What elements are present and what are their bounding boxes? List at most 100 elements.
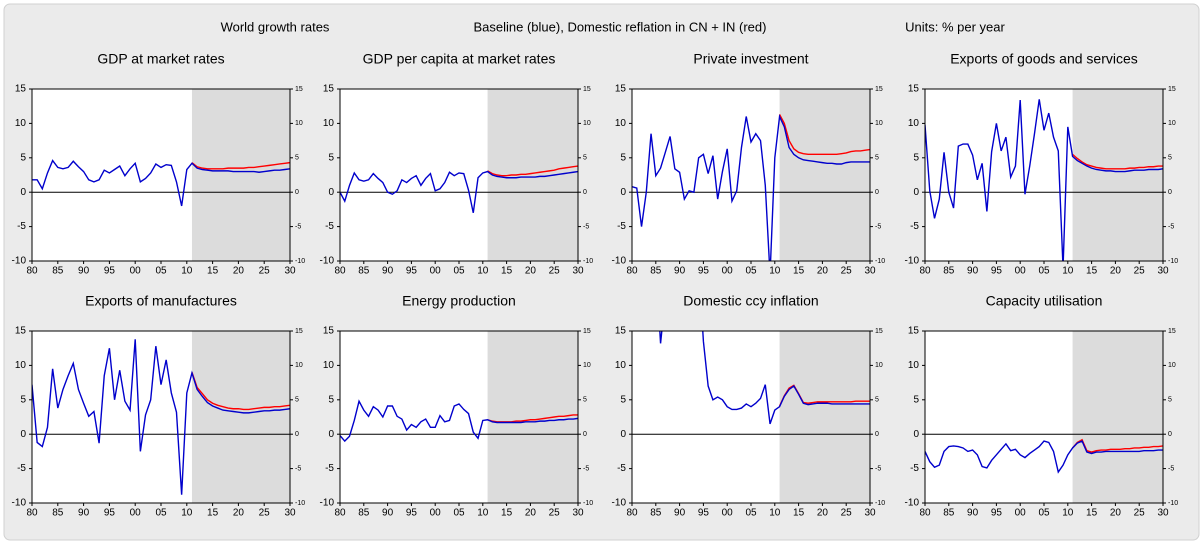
y2-tick-label: -5 (875, 223, 881, 230)
x-tick-label: 00 (130, 508, 142, 519)
y2-tick-label: -5 (583, 223, 589, 230)
forecast-shade (191, 331, 290, 503)
x-tick-label: 00 (130, 266, 142, 277)
y2-tick-label: 5 (1168, 155, 1172, 162)
y2-tick-label: 10 (295, 362, 303, 369)
series-line (340, 170, 578, 213)
chart-title: Capacity utilisation (986, 293, 1103, 309)
x-tick-label: 25 (1134, 266, 1146, 277)
x-tick-label: 90 (382, 266, 394, 277)
x-tick-label: 20 (233, 266, 245, 277)
series-line (340, 399, 578, 443)
y2-tick-label: -10 (1168, 258, 1178, 265)
y-tick-label: 15 (15, 326, 27, 337)
y2-tick-label: 0 (875, 189, 879, 196)
x-tick-label: 25 (1134, 508, 1146, 519)
header-units: Units: % per year (905, 19, 1005, 34)
y2-tick-label: 15 (295, 328, 303, 335)
y-tick-label: -10 (905, 256, 920, 267)
x-tick-label: 80 (626, 266, 638, 277)
x-tick-label: 30 (1157, 508, 1169, 519)
y-tick-label: 0 (20, 429, 26, 440)
x-tick-label: 90 (674, 508, 686, 519)
x-tick-label: 85 (650, 508, 662, 519)
x-tick-label: 80 (26, 266, 38, 277)
x-tick-label: 90 (967, 508, 979, 519)
y-tick-label: 10 (615, 118, 627, 129)
x-tick-label: 90 (674, 266, 686, 277)
y2-tick-label: 15 (875, 86, 883, 93)
forecast-shade (779, 89, 870, 261)
y-tick-label: -5 (617, 463, 626, 474)
x-tick-label: 10 (181, 266, 193, 277)
y2-tick-label: 0 (1168, 431, 1172, 438)
x-tick-label: 00 (722, 266, 734, 277)
x-tick-label: 10 (477, 508, 489, 519)
y-tick-label: -5 (617, 221, 626, 232)
series-line (632, 113, 870, 261)
y-tick-label: 10 (615, 360, 627, 371)
y2-tick-label: -5 (295, 223, 301, 230)
y2-tick-label: -5 (1168, 223, 1174, 230)
y2-tick-label: -10 (295, 500, 305, 507)
x-tick-label: 85 (943, 508, 955, 519)
y2-tick-label: 15 (1168, 328, 1176, 335)
x-tick-label: 20 (817, 508, 829, 519)
y-tick-label: 15 (615, 84, 627, 95)
header-subtitle: Baseline (blue), Domestic reflation in C… (474, 19, 767, 34)
forecast-shade (1072, 331, 1163, 503)
y-tick-label: -5 (17, 463, 26, 474)
y2-tick-label: -10 (583, 500, 593, 507)
y-tick-label: 10 (15, 360, 27, 371)
x-tick-label: 30 (572, 508, 584, 519)
x-tick-label: 90 (78, 508, 90, 519)
y2-tick-label: 5 (875, 155, 879, 162)
x-tick-label: 80 (626, 508, 638, 519)
series-line (32, 159, 290, 207)
x-tick-label: 85 (358, 508, 370, 519)
y-tick-label: -10 (612, 256, 627, 267)
y2-tick-label: 15 (1168, 86, 1176, 93)
y-tick-label: -10 (12, 256, 27, 267)
x-tick-label: 10 (477, 266, 489, 277)
y2-tick-label: 15 (583, 328, 591, 335)
y-tick-label: 15 (908, 84, 920, 95)
chart-title: Domestic ccy inflation (683, 293, 818, 309)
x-tick-label: 00 (1015, 508, 1027, 519)
y-tick-label: -10 (320, 256, 335, 267)
y2-tick-label: 5 (875, 397, 879, 404)
y2-tick-label: -10 (295, 258, 305, 265)
y-tick-label: 0 (20, 187, 26, 198)
y-tick-label: 5 (20, 152, 26, 163)
x-tick-label: 10 (181, 508, 193, 519)
x-tick-label: 25 (549, 266, 561, 277)
y-tick-label: 15 (908, 326, 920, 337)
y-tick-label: -5 (17, 221, 26, 232)
y2-tick-label: 15 (583, 86, 591, 93)
y-tick-label: 15 (615, 326, 627, 337)
y-tick-label: -10 (905, 498, 920, 509)
x-tick-label: 10 (769, 266, 781, 277)
y2-tick-label: 0 (583, 189, 587, 196)
forecast-shade (1072, 89, 1163, 261)
chart-title: Exports of manufactures (85, 293, 237, 309)
x-tick-label: 15 (207, 266, 219, 277)
x-tick-label: 00 (722, 508, 734, 519)
y-tick-label: -5 (325, 221, 334, 232)
y2-tick-label: 15 (295, 86, 303, 93)
x-tick-label: 10 (769, 508, 781, 519)
y-tick-label: 0 (328, 187, 334, 198)
chart-title: GDP per capita at market rates (363, 51, 556, 67)
x-tick-label: 95 (991, 508, 1003, 519)
y2-tick-label: 5 (295, 155, 299, 162)
x-tick-label: 80 (334, 266, 346, 277)
y2-tick-label: 0 (295, 431, 299, 438)
y-tick-label: 0 (328, 429, 334, 440)
x-tick-label: 15 (793, 266, 805, 277)
x-tick-label: 00 (430, 266, 442, 277)
x-tick-label: 05 (453, 266, 465, 277)
x-tick-label: 05 (745, 266, 757, 277)
series-line (32, 339, 290, 495)
y-tick-label: 15 (323, 326, 335, 337)
x-tick-label: 30 (864, 266, 876, 277)
